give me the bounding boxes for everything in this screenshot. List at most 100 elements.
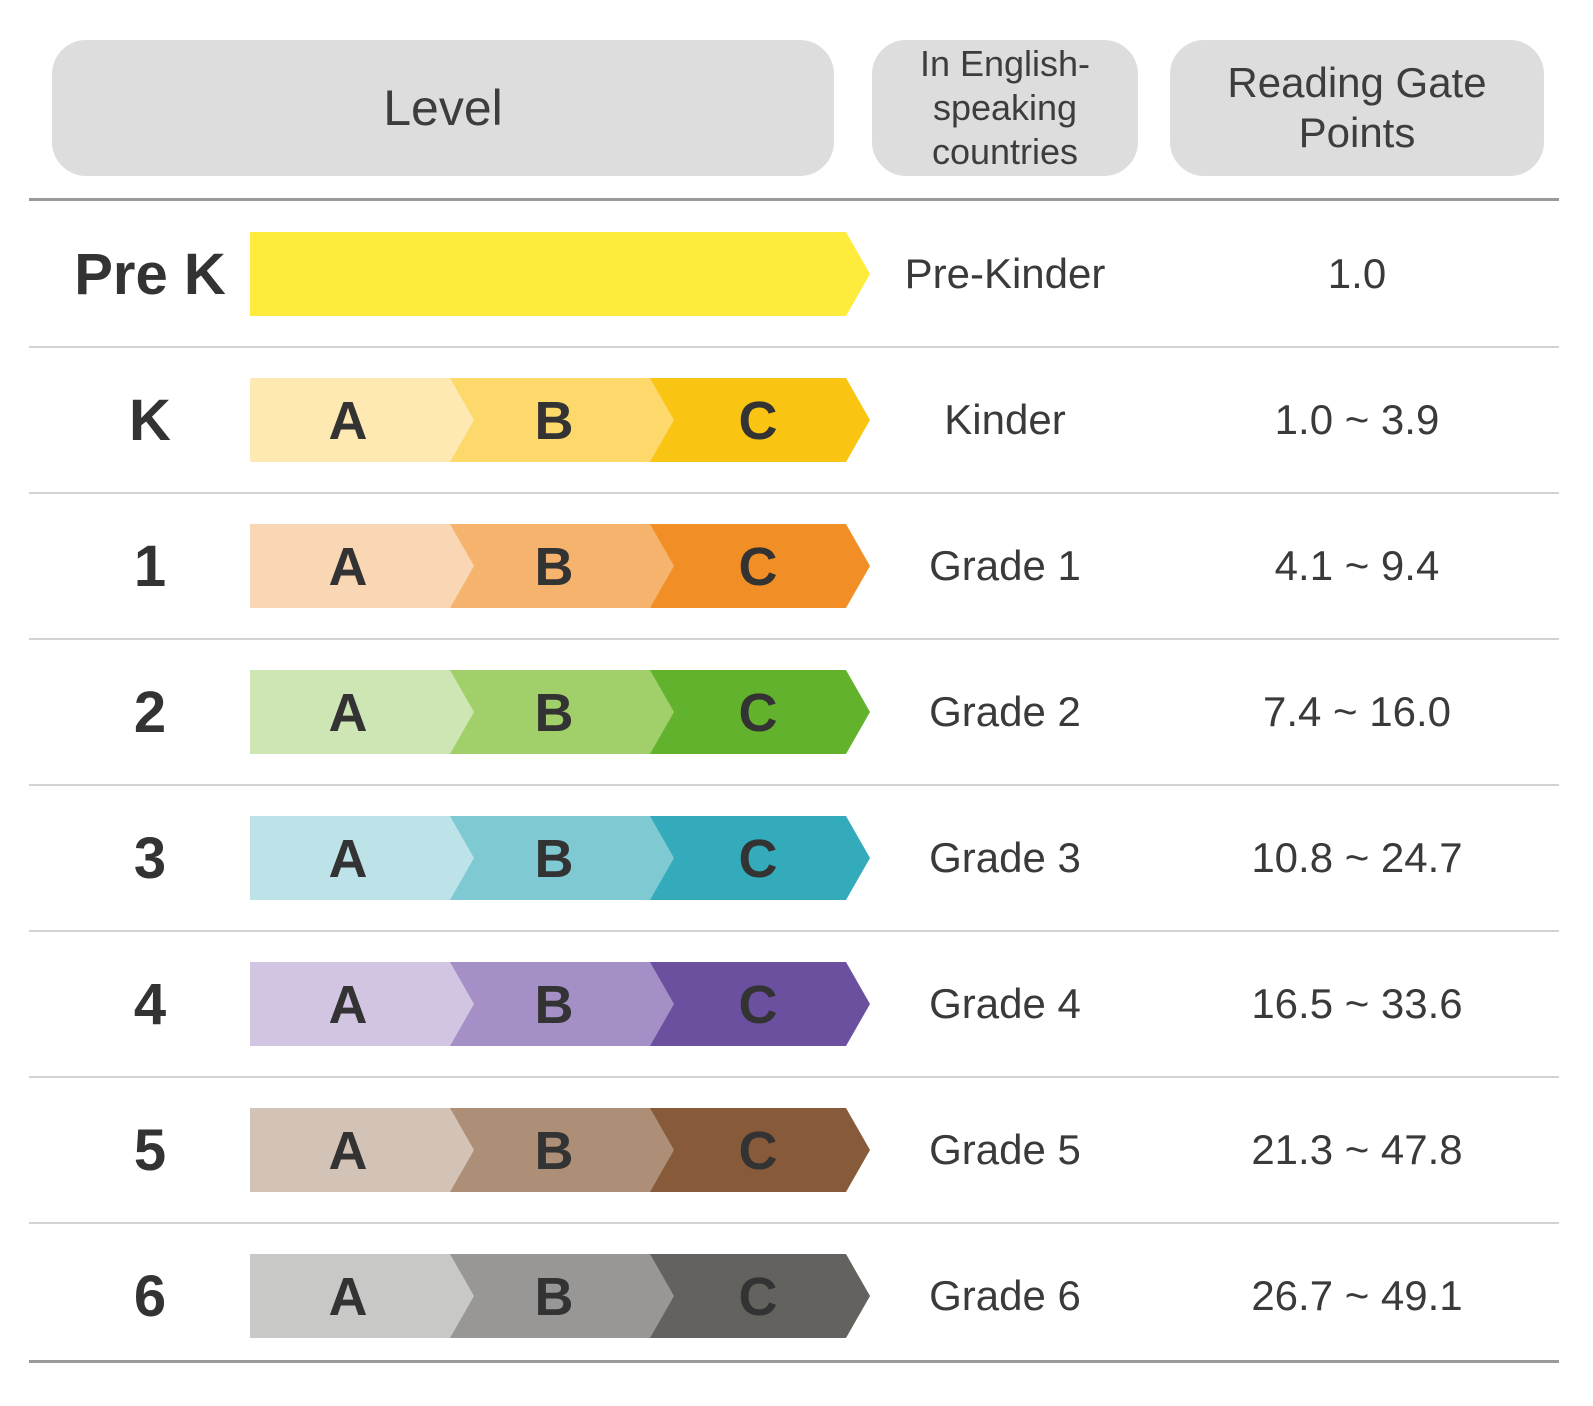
table-row: 5 A B C Grade 5 21.3 ~ 47.8 (0, 1077, 1593, 1223)
reading-gate-points: 21.3 ~ 47.8 (1251, 1126, 1463, 1173)
english-grade: Grade 1 (929, 542, 1081, 589)
bar-segment (250, 524, 474, 608)
bar-segment (650, 524, 870, 608)
level-bar: A B C (250, 1108, 870, 1192)
bar-segment (450, 962, 674, 1046)
segment-letter: B (535, 683, 574, 743)
reading-gate-points: 7.4 ~ 16.0 (1263, 688, 1451, 735)
reading-gate-points: 1.0 ~ 3.9 (1274, 396, 1440, 443)
row-divider (29, 1222, 1559, 1224)
segment-letter: C (739, 683, 778, 743)
row-divider (29, 784, 1559, 786)
bar-segment (650, 962, 870, 1046)
level-bar: A B C (250, 1254, 870, 1338)
segment-letter: C (739, 975, 778, 1035)
header-reading-gate: Reading Gate Points (1170, 40, 1544, 176)
reading-gate-points: 10.8 ~ 24.7 (1251, 834, 1463, 881)
bar-segment (450, 670, 674, 754)
segment-letter: C (739, 1267, 778, 1327)
segment-letter: C (739, 537, 778, 597)
table-row: 3 A B C Grade 3 10.8 ~ 24.7 (0, 785, 1593, 931)
header-level: Level (52, 40, 834, 176)
level-bar-graphic (250, 232, 870, 316)
level-label: 6 (133, 1263, 167, 1329)
english-grade: Grade 6 (929, 1272, 1081, 1319)
table-row: Pre K Pre-Kinder 1.0 (0, 201, 1593, 347)
segment-letter: A (329, 1121, 368, 1181)
segment-letter: A (329, 537, 368, 597)
level-bar: A B C (250, 378, 870, 462)
level-bar-graphic: A B C (250, 378, 870, 462)
level-bar-graphic: A B C (250, 816, 870, 900)
level-label: 2 (133, 679, 167, 745)
level-label: K (129, 387, 171, 453)
table-row: 4 A B C Grade 4 16.5 ~ 33.6 (0, 931, 1593, 1077)
bar-segment (450, 1108, 674, 1192)
english-grade: Kinder (944, 396, 1066, 443)
reading-gate-points: 26.7 ~ 49.1 (1251, 1272, 1463, 1319)
segment-letter: A (329, 391, 368, 451)
row-divider (29, 638, 1559, 640)
segment-letter: A (329, 975, 368, 1035)
level-bar: A B C (250, 524, 870, 608)
header-level-label: Level (383, 80, 503, 136)
segment-letter: B (535, 1121, 574, 1181)
table-row: K A B C Kinder 1.0 ~ 3.9 (0, 347, 1593, 493)
level-bar-graphic: A B C (250, 1108, 870, 1192)
bar-segment (250, 378, 474, 462)
table-row: 1 A B C Grade 1 4.1 ~ 9.4 (0, 493, 1593, 639)
row-divider (29, 346, 1559, 348)
bar-segment (650, 1254, 870, 1338)
reading-gate-points: 1.0 (1327, 250, 1387, 297)
reading-gate-points: 4.1 ~ 9.4 (1274, 542, 1440, 589)
level-label: 4 (133, 971, 167, 1037)
bar-segment (250, 962, 474, 1046)
bar-segment (450, 1254, 674, 1338)
segment-letter: B (535, 391, 574, 451)
bar-segment (250, 1108, 474, 1192)
english-grade: Grade 4 (929, 980, 1081, 1027)
row-divider (29, 1076, 1559, 1078)
segment-letter: B (535, 829, 574, 889)
english-grade: Grade 5 (929, 1126, 1081, 1173)
level-label: Pre K (74, 241, 226, 307)
header-reading-gate-label: Reading Gate Points (1227, 59, 1487, 156)
english-grade: Pre-Kinder (904, 250, 1106, 297)
bar-segment (250, 1254, 474, 1338)
bottom-divider (29, 1360, 1559, 1363)
bar-segment (650, 378, 870, 462)
level-bar-graphic: A B C (250, 962, 870, 1046)
bar-segment (250, 232, 870, 316)
bar-segment (450, 816, 674, 900)
segment-letter: A (329, 829, 368, 889)
level-label: 1 (133, 533, 167, 599)
level-label: 5 (133, 1117, 167, 1183)
segment-letter: A (329, 683, 368, 743)
level-bar-graphic: A B C (250, 524, 870, 608)
bar-segment (250, 816, 474, 900)
header-english-label: In English-speaking countries (919, 43, 1091, 172)
segment-letter: C (739, 1121, 778, 1181)
segment-letter: C (739, 829, 778, 889)
bar-segment (450, 524, 674, 608)
header-divider (29, 198, 1559, 201)
row-divider (29, 930, 1559, 932)
segment-letter: C (739, 391, 778, 451)
bar-segment (250, 670, 474, 754)
level-bar-graphic: A B C (250, 1254, 870, 1338)
table-row: 2 A B C Grade 2 7.4 ~ 16.0 (0, 639, 1593, 785)
level-bar: A B C (250, 670, 870, 754)
segment-letter: B (535, 1267, 574, 1327)
reading-gate-points: 16.5 ~ 33.6 (1251, 980, 1463, 1027)
bar-segment (650, 816, 870, 900)
table-row: 6 A B C Grade 6 26.7 ~ 49.1 (0, 1223, 1593, 1369)
row-divider (29, 492, 1559, 494)
english-grade: Grade 2 (929, 688, 1081, 735)
bar-segment (450, 378, 674, 462)
level-bar (250, 232, 870, 316)
level-label: 3 (133, 825, 167, 891)
level-bar: A B C (250, 816, 870, 900)
header-english: In English-speaking countries (872, 40, 1138, 176)
level-bar-graphic: A B C (250, 670, 870, 754)
bar-segment (650, 1108, 870, 1192)
